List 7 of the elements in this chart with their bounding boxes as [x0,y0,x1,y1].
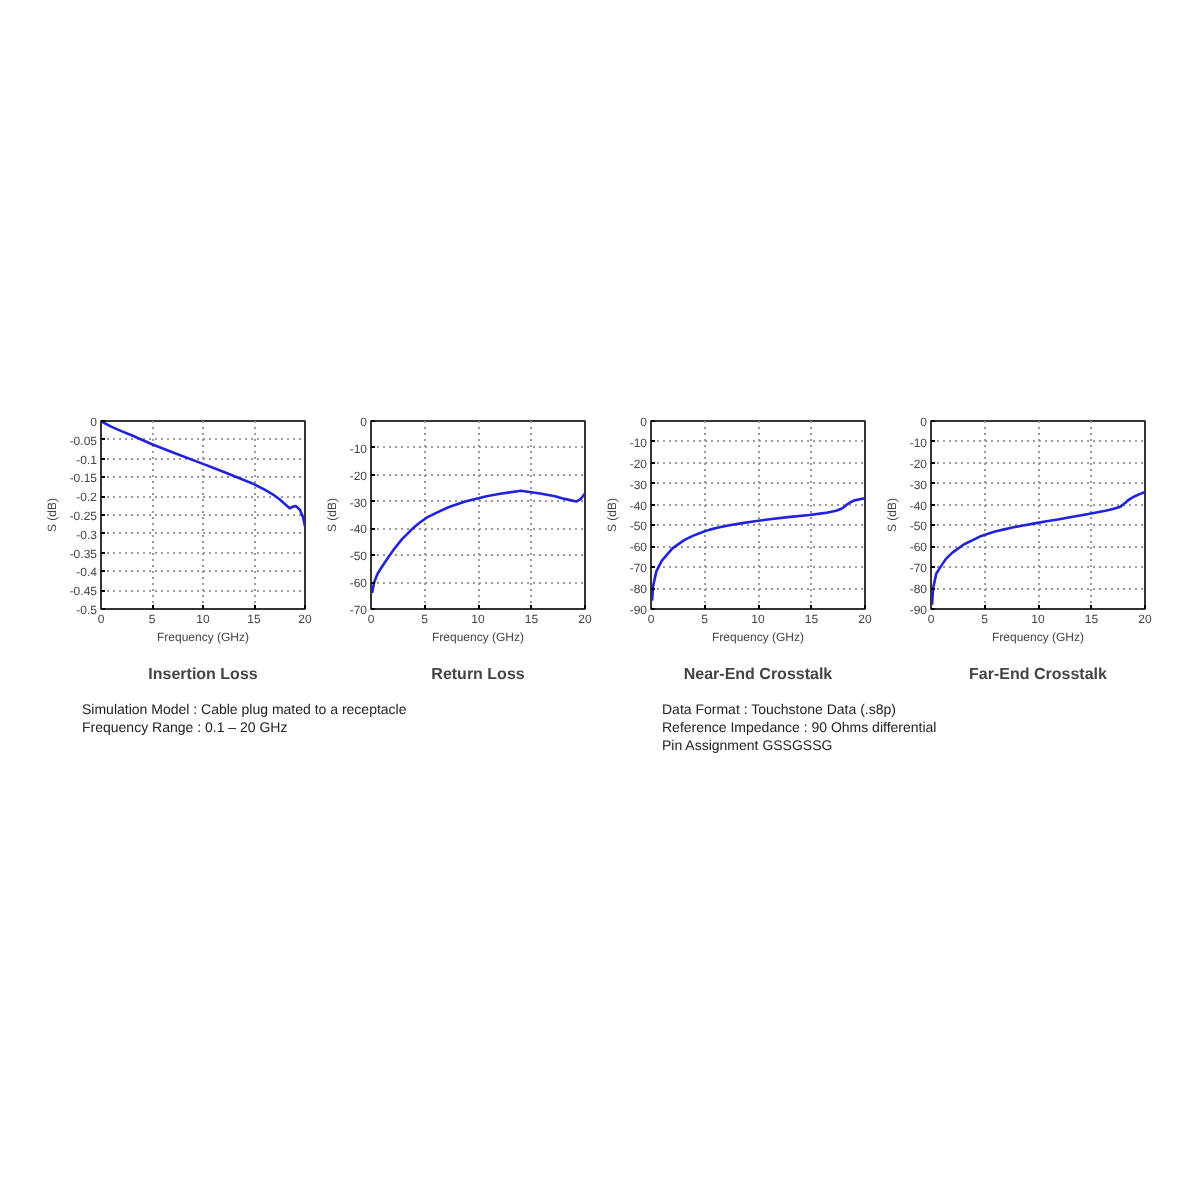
text: Return Loss [431,665,526,683]
text: Near-End Crosstalk [683,665,834,683]
text: Far-End Crosstalk [969,665,1109,683]
line-series [651,496,865,602]
line-series [371,489,585,595]
line-series [101,421,305,528]
text: Insertion Loss [148,665,259,683]
